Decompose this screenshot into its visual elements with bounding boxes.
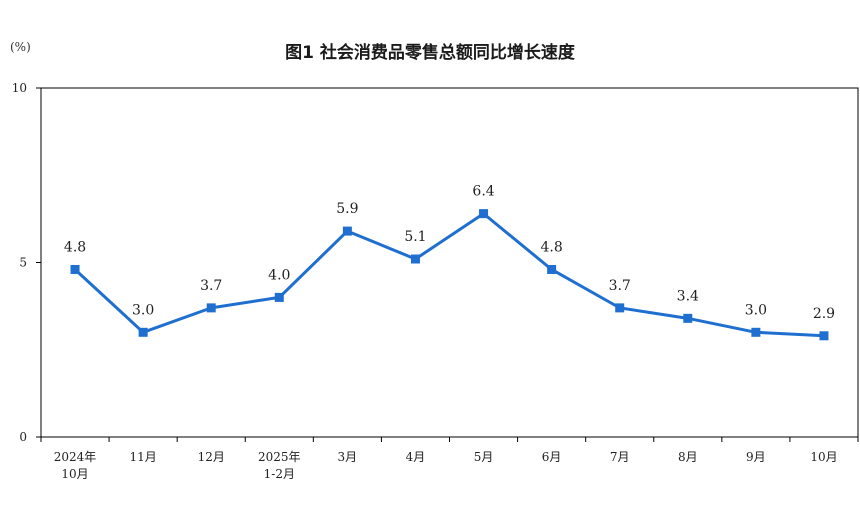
x-tick-label-line: 9月 [746, 450, 766, 464]
x-tick-label: 9月 [746, 450, 766, 464]
x-tick-label-line: 3月 [338, 450, 358, 464]
data-point-marker [819, 331, 829, 341]
data-point-marker [206, 303, 216, 313]
x-tick-label: 5月 [474, 450, 494, 464]
x-tick-label: 10月 [810, 450, 837, 464]
x-tick-label: 2025年 1-2月 [258, 450, 301, 481]
data-value-label: 4.8 [540, 239, 562, 255]
data-value-label: 3.7 [200, 278, 222, 294]
data-point-marker [274, 292, 284, 302]
data-point-marker [342, 226, 352, 236]
x-tick-label: 3月 [338, 450, 358, 464]
x-tick-label-line: 10月 [810, 450, 837, 464]
plot-frame [40, 87, 859, 438]
y-axis-unit-label: (%) [10, 40, 31, 54]
series-line-group [70, 209, 829, 341]
x-tick-label-line: 8月 [678, 450, 698, 464]
data-point-marker [683, 313, 693, 323]
x-tick-label: 6月 [542, 450, 562, 464]
x-tick-label-line: 10月 [61, 467, 88, 481]
data-point-marker [410, 254, 420, 264]
x-tick-label-line: 4月 [406, 450, 426, 464]
x-tick-label-line: 2024年 [54, 450, 97, 464]
x-tick-label-line: 2025年 [258, 450, 301, 464]
y-tick-label: 5 [19, 256, 27, 270]
x-tick-label: 4月 [406, 450, 426, 464]
data-point-marker [138, 327, 148, 337]
x-tick-label-line: 12月 [198, 450, 225, 464]
y-tick-label: 10 [12, 81, 27, 95]
x-tick-label: 2024年 10月 [54, 450, 97, 481]
x-tick-label-line: 5月 [474, 450, 494, 464]
data-point-marker [70, 264, 80, 274]
data-value-label: 3.0 [132, 302, 154, 318]
series-line [74, 212, 825, 338]
data-value-label: 5.9 [336, 201, 358, 217]
x-tick-label-line: 6月 [542, 450, 562, 464]
x-tick-label: 8月 [678, 450, 698, 464]
x-tick-label: 12月 [198, 450, 225, 464]
chart-title: 图1 社会消费品零售总额同比增长速度 [285, 43, 575, 63]
x-tick-label-line: 11月 [129, 450, 156, 464]
data-labels: 4.8 3.0 3.7 4.0 5.9 5.1 6.4 4.8 3.7 3.4 3.0 2.9 [64, 184, 835, 322]
data-point-marker [751, 327, 761, 337]
data-point-marker [615, 303, 625, 313]
x-tick-label: 11月 [129, 450, 156, 464]
x-tick-label: 7月 [610, 450, 630, 464]
x-tick-label-line: 1-2月 [264, 467, 295, 481]
data-value-label: 2.9 [813, 306, 835, 322]
data-value-label: 4.8 [64, 239, 86, 255]
data-value-label: 5.1 [404, 229, 426, 245]
data-point-marker [479, 209, 489, 219]
data-value-label: 3.4 [677, 288, 699, 304]
axes: 0 5 10 2024年 10月 11月 12月 2025年 1-2月 3月 4月 5月 6月 7月 8月 9… [12, 81, 859, 481]
x-tick-label-line: 7月 [610, 450, 630, 464]
data-value-label: 3.0 [745, 302, 767, 318]
data-point-marker [547, 264, 557, 274]
data-value-label: 6.4 [472, 184, 494, 200]
y-tick-label: 0 [19, 430, 27, 444]
data-value-label: 3.7 [609, 278, 631, 294]
data-value-label: 4.0 [268, 267, 290, 283]
